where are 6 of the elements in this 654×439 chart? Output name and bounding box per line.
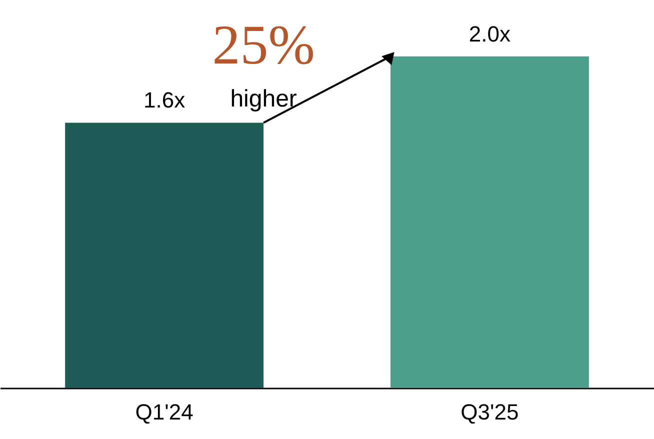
x-tick-label: Q1'24 [135,400,194,424]
data-label: 1.6x [144,88,186,113]
annotation: higher [230,85,297,112]
data-label: 2.0x [468,21,510,46]
x-tick-label: Q3'25 [460,400,519,424]
annotation: 25% [212,14,315,76]
